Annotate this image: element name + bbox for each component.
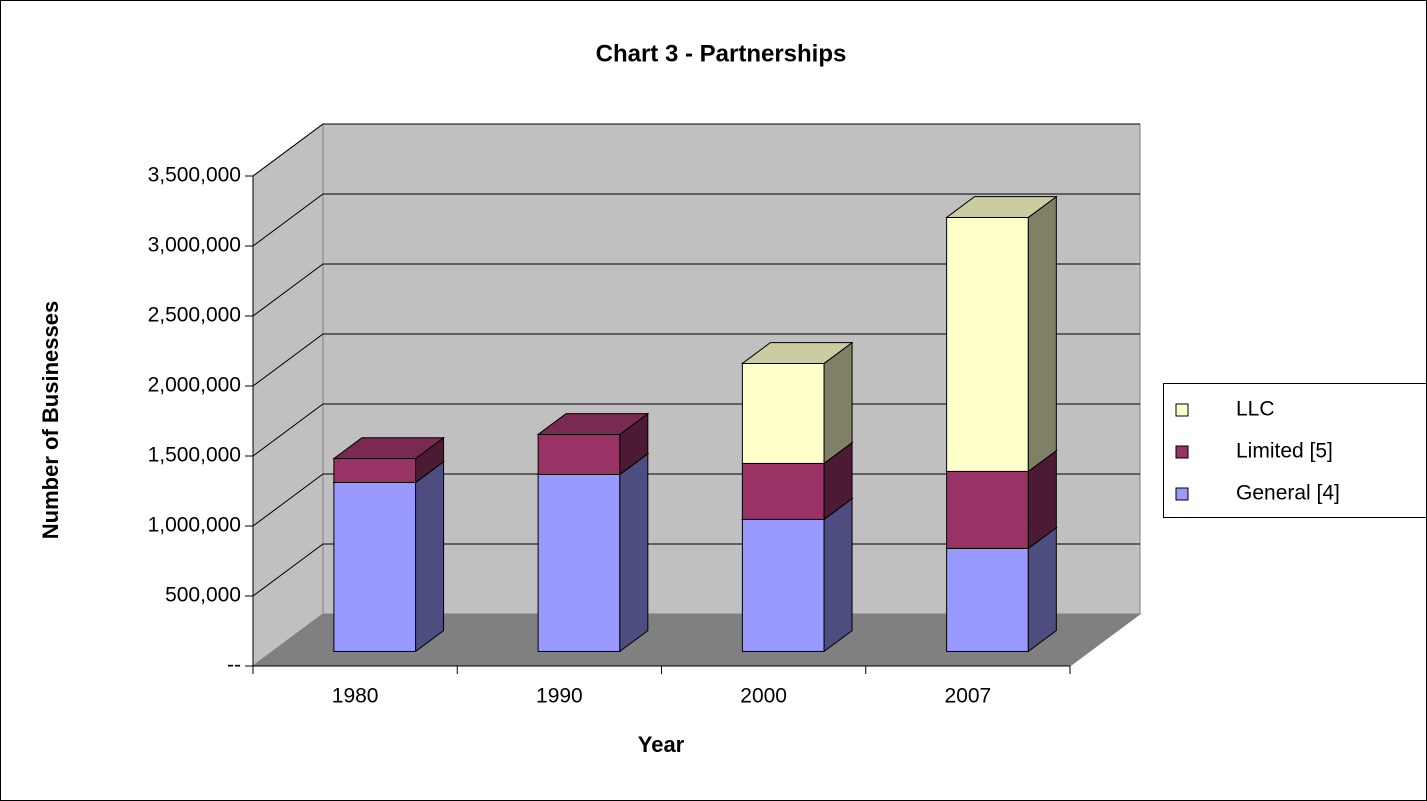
x-axis-label: Year bbox=[638, 732, 685, 757]
chart-title: Chart 3 - Partnerships bbox=[596, 40, 847, 67]
left-wall bbox=[252, 123, 324, 667]
grid-line bbox=[252, 403, 1140, 457]
bar-side bbox=[823, 497, 853, 653]
y-tick-label: 1,000,000 bbox=[148, 514, 241, 537]
bar-top bbox=[332, 437, 446, 460]
x-tick-label: 1980 bbox=[332, 685, 379, 708]
grid-line bbox=[252, 123, 1140, 177]
legend-label: General [4] bbox=[1236, 482, 1340, 505]
bar-side bbox=[415, 460, 445, 653]
x-tick-label: 2007 bbox=[945, 685, 992, 708]
bar-front bbox=[333, 458, 417, 483]
bar-top bbox=[536, 413, 650, 435]
y-tick-label: 2,000,000 bbox=[148, 374, 241, 397]
bar-top bbox=[945, 196, 1058, 218]
y-tick-label: -- bbox=[227, 654, 241, 677]
y-axis-label: Number of Businesses bbox=[38, 301, 63, 539]
grid-line bbox=[252, 543, 1140, 597]
x-tick-label: 2000 bbox=[740, 685, 787, 708]
bar-front bbox=[741, 518, 825, 652]
bar-front bbox=[537, 433, 621, 475]
bar-front bbox=[946, 547, 1029, 652]
y-tick-label: 3,500,000 bbox=[148, 164, 241, 187]
legend-swatch bbox=[1175, 403, 1189, 417]
grid-line bbox=[252, 333, 1140, 387]
bar-front bbox=[537, 473, 621, 652]
legend bbox=[1163, 383, 1427, 518]
bar-front bbox=[946, 470, 1029, 549]
bar-front bbox=[741, 462, 825, 520]
legend-swatch bbox=[1175, 487, 1189, 501]
bar-side bbox=[1027, 526, 1057, 653]
y-tick-label: 3,000,000 bbox=[148, 234, 241, 257]
bar-side bbox=[619, 452, 649, 653]
bar-front bbox=[946, 216, 1029, 472]
y-tick-label: 1,500,000 bbox=[148, 444, 241, 467]
grid-line bbox=[252, 193, 1140, 247]
x-tick-label: 1990 bbox=[536, 685, 583, 708]
legend-swatch bbox=[1175, 445, 1189, 459]
bar-side bbox=[1027, 195, 1057, 473]
bar-top bbox=[740, 342, 854, 364]
bar-front bbox=[741, 362, 825, 464]
legend-label: Limited [5] bbox=[1236, 440, 1333, 463]
legend-label: LLC bbox=[1236, 398, 1275, 421]
grid-line bbox=[252, 263, 1140, 317]
y-tick-label: 2,500,000 bbox=[148, 304, 241, 327]
bar-front bbox=[333, 481, 417, 652]
y-tick-label: 500,000 bbox=[165, 584, 241, 607]
grid-line bbox=[252, 473, 1140, 527]
